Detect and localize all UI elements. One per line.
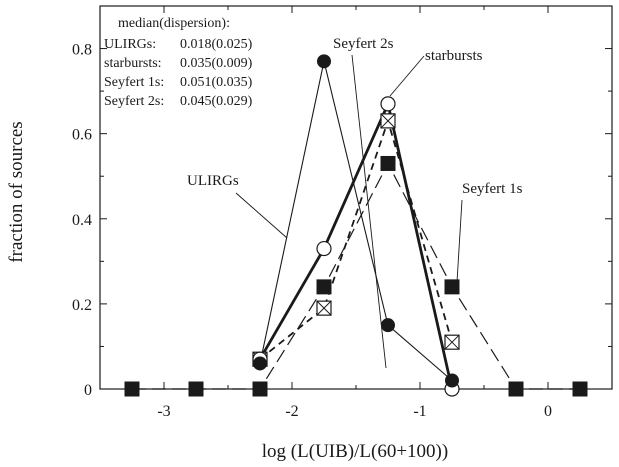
legend-label-starbursts: starbursts: [104, 56, 162, 71]
legend-box: median(dispersion): ULIRGs: 0.018(0.025)… [104, 16, 253, 109]
y-tick-label: 0.4 [72, 212, 92, 229]
y-axis-label: fraction of sources [6, 121, 27, 262]
y-tick-label: 0.6 [72, 127, 92, 144]
legend-value-seyfert-2s: 0.045(0.029) [180, 94, 253, 109]
data-point-seyfert-1s [124, 381, 140, 397]
legend-value-starbursts: 0.035(0.009) [180, 56, 253, 71]
crossed-square-diagonal [380, 113, 396, 129]
x-tick-label: -3 [157, 403, 170, 420]
legend-value-ulirgs: 0.018(0.025) [180, 37, 253, 52]
data-point-seyfert-1s [444, 279, 460, 295]
data-series [132, 61, 580, 390]
x-tick-label: -1 [413, 403, 426, 420]
annotation-leader-line [351, 54, 387, 369]
annotation-seyfert-2s: Seyfert 2s [333, 36, 394, 52]
data-point-seyfert-1s [252, 381, 268, 397]
series-line-seyfert-2s [259, 117, 453, 360]
legend-label-seyfert-2s: Seyfert 2s: [104, 94, 164, 109]
x-axis-label: log (L(UIB)/L(60+100)) [262, 441, 448, 462]
data-point-seyfert-2s [316, 300, 332, 316]
data-point-seyfert-1s [380, 155, 396, 171]
legend-value-seyfert-1s: 0.051(0.035) [180, 75, 253, 90]
annotation-seyfert-1s: Seyfert 1s [462, 181, 523, 197]
legend-label-ulirgs: ULIRGs: [104, 37, 156, 52]
annotation-leader-line [235, 192, 288, 239]
data-point-starbursts [316, 240, 332, 257]
crossed-square-diagonal [316, 300, 332, 316]
legend-label-seyfert-1s: Seyfert 1s: [104, 75, 164, 90]
y-tick-label: 0 [84, 382, 92, 399]
annotation-leader-line [456, 199, 463, 283]
data-point-seyfert-1s [508, 381, 524, 397]
annotation-leader-lines [235, 54, 463, 369]
y-tick-label: 0.2 [72, 297, 92, 314]
axes: -3 -2 -1 0 0 0.2 0.4 0.6 0.8 [72, 5, 613, 420]
data-point-seyfert-1s [572, 381, 588, 397]
annotation-starbursts: starbursts [425, 48, 483, 64]
x-tick-label: -2 [285, 403, 298, 420]
legend-title: median(dispersion): [118, 16, 230, 31]
y-tick-label: 0.8 [72, 42, 92, 59]
data-point-ulirgs [253, 356, 267, 371]
data-point-starbursts [380, 96, 396, 112]
data-point-seyfert-2s [444, 334, 460, 350]
series-line-starbursts [258, 99, 454, 390]
data-point-seyfert-2s [380, 113, 396, 129]
series-line-seyfert-1s [132, 162, 580, 390]
annotation-leader-line [389, 55, 425, 97]
data-point-ulirgs [381, 318, 395, 333]
x-tick-label: 0 [544, 403, 552, 420]
data-point-seyfert-1s [188, 381, 204, 397]
data-markers [124, 54, 588, 397]
data-point-seyfert-1s [316, 279, 332, 295]
annotation-ulirgs: ULIRGs [187, 173, 239, 189]
data-point-ulirgs [445, 373, 459, 388]
crossed-square-diagonal [444, 334, 460, 350]
series-line-ulirgs [259, 61, 453, 381]
data-point-ulirgs [317, 54, 331, 69]
